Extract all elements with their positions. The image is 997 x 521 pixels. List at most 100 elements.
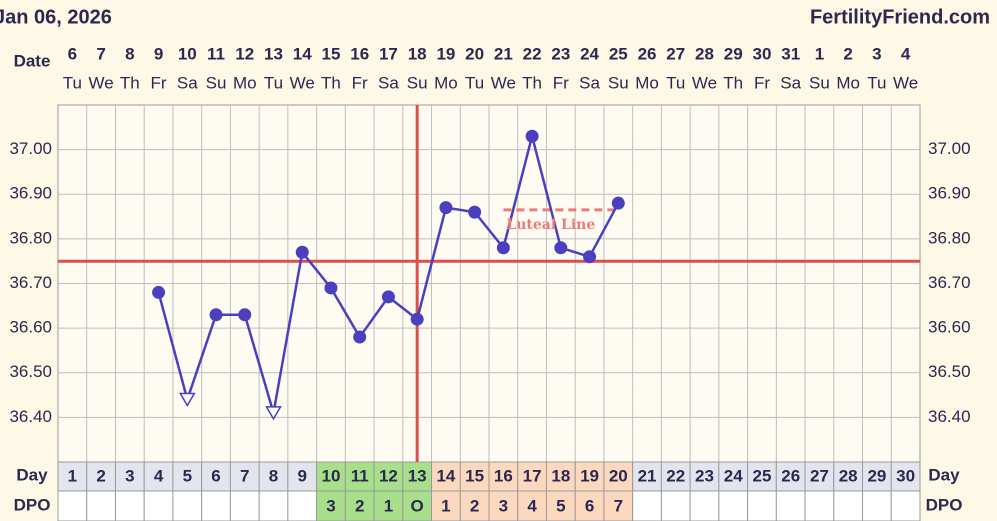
day-number: 8 — [269, 466, 278, 485]
day-number: 23 — [695, 466, 714, 485]
weekday-label: We — [88, 73, 113, 92]
date-label: 20 — [465, 44, 484, 63]
point-marker — [152, 285, 166, 299]
point-marker — [324, 281, 338, 295]
y-tick-label: 36.80 — [9, 228, 52, 247]
weekday-label: Fr — [553, 73, 569, 92]
day-cell — [804, 461, 835, 492]
date-label: 18 — [408, 44, 427, 63]
weekday-label: Th — [120, 73, 140, 92]
date-label: 23 — [551, 44, 570, 63]
dpo-number: 3 — [326, 496, 335, 515]
weekday-label: Su — [809, 73, 830, 92]
point-marker — [410, 312, 424, 326]
date-label: 30 — [753, 44, 772, 63]
day-number: 6 — [211, 466, 220, 485]
date-label: 31 — [781, 44, 800, 63]
day-cell — [86, 461, 116, 492]
date-label: 15 — [322, 44, 341, 63]
dpo-number: O — [411, 496, 424, 515]
date-label: 2 — [843, 44, 852, 63]
dpo-cell — [603, 490, 634, 521]
date-label: 8 — [125, 44, 134, 63]
dpo-cell — [201, 490, 231, 521]
y-tick-label: 36.40 — [928, 407, 971, 426]
dpo-number: 1 — [384, 496, 393, 515]
dpo-cell — [287, 490, 318, 521]
point-marker — [496, 241, 510, 255]
date-label: 27 — [666, 44, 685, 63]
point-marker — [439, 201, 453, 215]
weekday-label: Su — [608, 73, 629, 92]
weekday-label: Fr — [754, 73, 770, 92]
date-label: 25 — [609, 44, 628, 63]
point-marker — [468, 205, 482, 219]
weekday-label: Tu — [666, 73, 685, 92]
dpo-cell — [804, 490, 835, 521]
weekday-label: We — [893, 73, 918, 92]
day-number: 9 — [297, 466, 306, 485]
weekday-label: Mo — [836, 73, 860, 92]
day-number: 12 — [379, 466, 398, 485]
day-number: 7 — [240, 466, 249, 485]
weekday-label: Fr — [352, 73, 368, 92]
weekday-label: Th — [522, 73, 542, 92]
weekday-label: Fr — [151, 73, 167, 92]
weekday-label: Th — [723, 73, 743, 92]
point-marker — [554, 241, 568, 255]
point-marker — [353, 330, 367, 344]
date-label: 12 — [235, 44, 254, 63]
chart-title: Jan 06, 2026 — [0, 6, 112, 28]
y-tick-label: 37.00 — [9, 139, 52, 158]
dpo-cell — [229, 490, 260, 521]
dpo-cell — [143, 490, 174, 521]
point-marker — [381, 290, 395, 304]
date-label: 28 — [695, 44, 714, 63]
date-label: 24 — [580, 44, 599, 63]
dpo-label: DPO — [14, 495, 51, 514]
dpo-cell — [632, 490, 662, 521]
date-label: 26 — [638, 44, 657, 63]
day-number: 18 — [551, 466, 570, 485]
date-label: 17 — [379, 44, 398, 63]
day-number: 25 — [753, 466, 772, 485]
weekday-label: Sa — [378, 73, 399, 92]
date-label: Date — [14, 51, 51, 70]
day-number: 11 — [351, 466, 369, 485]
dpo-cell — [172, 490, 203, 521]
day-cell — [862, 461, 892, 492]
date-label: 11 — [207, 44, 225, 63]
dpo-cell — [431, 490, 461, 521]
date-label: 16 — [350, 44, 369, 63]
day-cell — [431, 461, 461, 492]
weekday-label: Tu — [264, 73, 283, 92]
dpo-cell — [258, 490, 289, 521]
day-number: 1 — [68, 466, 77, 485]
y-tick-label: 36.50 — [9, 362, 52, 381]
point-marker — [178, 392, 196, 408]
day-number: 10 — [322, 466, 341, 485]
day-cell — [660, 461, 691, 492]
dpo-cell — [718, 490, 749, 521]
y-tick-label: 36.70 — [928, 273, 971, 292]
brand: FertilityFriend.com — [810, 6, 990, 28]
day-number: 26 — [781, 466, 800, 485]
date-label: 10 — [178, 44, 197, 63]
dpo-cell — [775, 490, 806, 521]
y-tick-label: 36.90 — [9, 184, 52, 203]
date-label: 1 — [815, 44, 824, 63]
dpo-cell — [747, 490, 777, 521]
day-cell — [747, 461, 777, 492]
dpo-cell — [862, 490, 892, 521]
dpo-cell — [373, 490, 404, 521]
dpo-number: 2 — [470, 496, 479, 515]
weekday-label: Sa — [177, 73, 198, 92]
date-label: 9 — [154, 44, 163, 63]
point-marker — [583, 250, 597, 264]
day-cell — [229, 461, 260, 492]
dpo-cell — [459, 490, 490, 521]
day-number: 29 — [867, 466, 886, 485]
date-label: 6 — [68, 44, 77, 63]
y-tick-label: 36.60 — [9, 318, 52, 337]
dpo-number: 2 — [355, 496, 364, 515]
